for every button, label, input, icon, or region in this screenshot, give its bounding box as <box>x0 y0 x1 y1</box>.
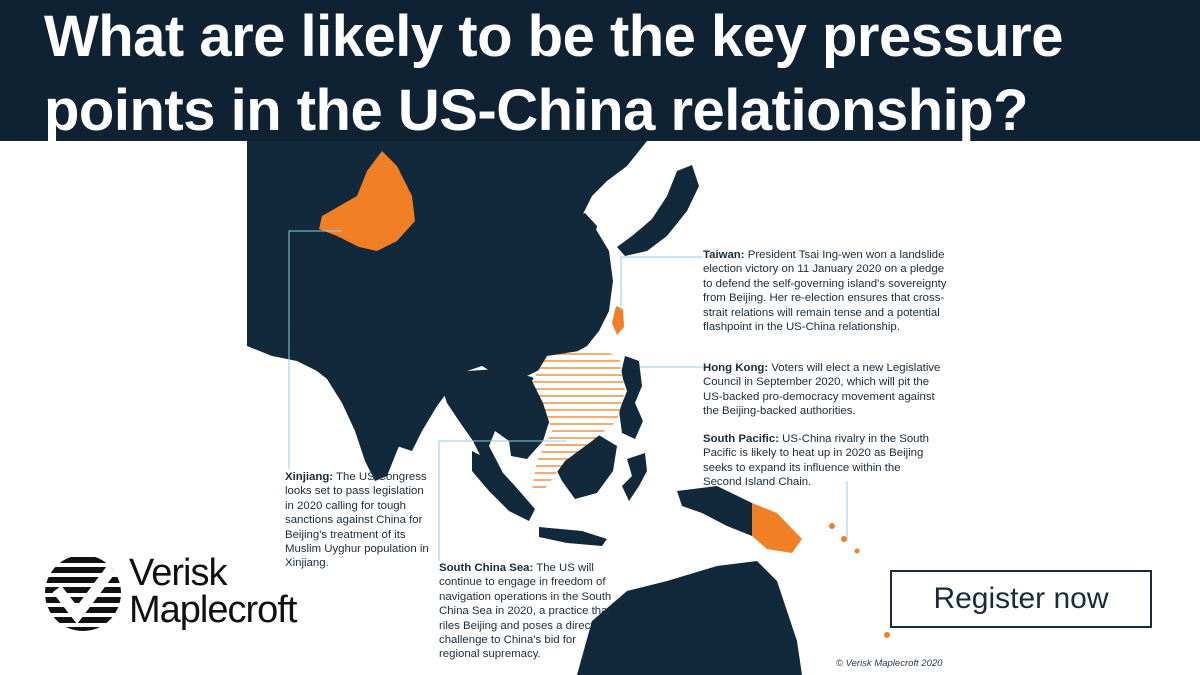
island-highlight <box>841 536 847 542</box>
australia-land <box>577 561 802 675</box>
annotation-xinjiang: Xinjiang: The US Congress looks set to p… <box>285 470 435 571</box>
verisk-globe-icon <box>45 555 121 631</box>
logo-line-2: Maplecroft <box>129 589 297 631</box>
annotation-taiwan: Taiwan: President Tsai Ing-wen won a lan… <box>703 248 948 334</box>
indochina-land <box>437 369 552 501</box>
philippines-land <box>619 356 643 439</box>
title-band <box>0 0 1200 141</box>
annotation-hong-kong-label: Hong Kong: <box>703 362 769 374</box>
south-china-sea-leader <box>438 440 567 561</box>
annotation-south-pacific-text: US-China rivalry in the South Pacific is… <box>703 433 929 489</box>
copyright-notice: © Verisk Maplecroft 2020 <box>836 658 943 669</box>
annotation-south-china-sea-text: The US will continue to engage in freedo… <box>439 562 612 661</box>
xinjiang-leader <box>288 230 342 469</box>
sumatra-land <box>472 451 535 521</box>
island-highlight <box>854 548 860 554</box>
new-guinea-west-land <box>677 486 752 536</box>
annotation-south-pacific-label: South Pacific: <box>703 433 779 445</box>
page-title: What are likely to be the key pressure p… <box>44 4 1063 143</box>
annotation-taiwan-text: President Tsai Ing-wen won a landslide e… <box>703 249 947 334</box>
island-highlight <box>829 523 835 529</box>
verisk-maplecroft-logo: Verisk Maplecroft <box>43 553 343 643</box>
logo-wordmark: Verisk Maplecroft <box>129 552 297 631</box>
annotation-south-pacific: South Pacific: US-China rivalry in the S… <box>703 432 938 490</box>
annotation-south-china-sea: South China Sea: The US will continue to… <box>439 561 619 662</box>
annotation-hong-kong: Hong Kong: Voters will elect a new Legis… <box>703 361 948 419</box>
annotation-taiwan-label: Taiwan: <box>703 249 745 261</box>
sulawesi-land <box>622 453 647 501</box>
register-now-button[interactable]: Register now <box>890 570 1152 628</box>
south-china-sea-zone <box>532 349 625 493</box>
taiwan-highlight <box>612 306 624 335</box>
korea-land <box>565 213 597 261</box>
japan-land <box>617 165 699 256</box>
logo-line-1: Verisk <box>129 552 227 594</box>
java-land <box>539 527 607 546</box>
annotation-south-china-sea-label: South China Sea: <box>439 562 534 574</box>
island-highlight <box>884 632 890 638</box>
asia-pacific-map <box>247 141 910 675</box>
taiwan-leader <box>620 256 703 311</box>
annotation-hong-kong-text: Voters will elect a new Legislative Coun… <box>703 362 941 418</box>
sri-lanka-land <box>385 431 399 451</box>
xinjiang-highlight <box>319 151 415 251</box>
annotation-xinjiang-text: The US Congress looks set to pass legisl… <box>285 471 429 570</box>
annotation-xinjiang-label: Xinjiang: <box>285 471 334 483</box>
papua-new-guinea-highlight <box>752 503 802 553</box>
leader-lines <box>288 230 848 561</box>
